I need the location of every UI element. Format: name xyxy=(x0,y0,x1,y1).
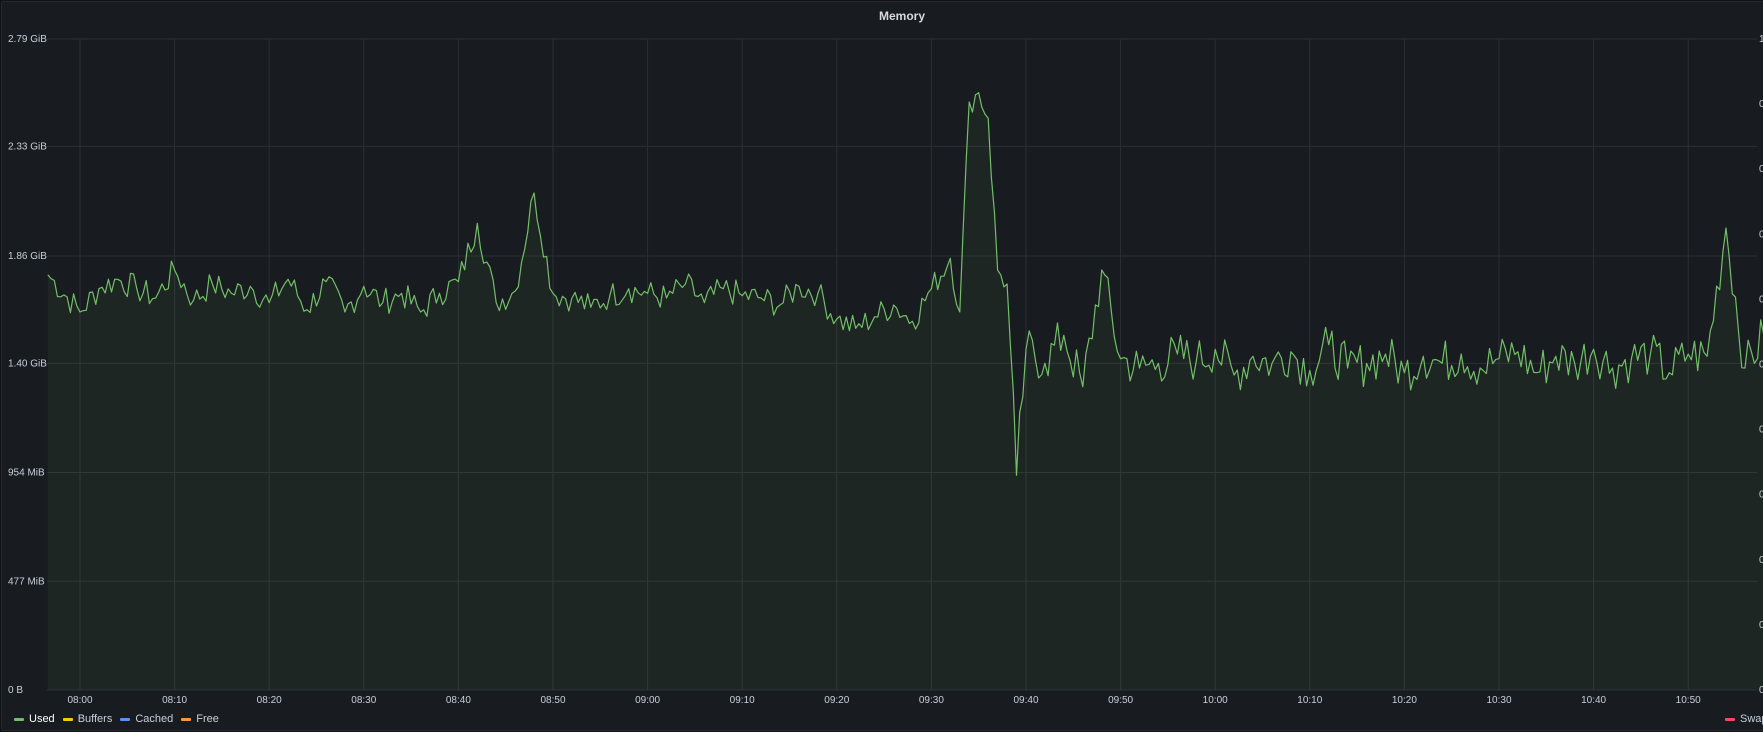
x-tick-label: 10:50 xyxy=(1676,695,1701,706)
legend-swatch-buffers xyxy=(62,717,73,721)
right-tick-label: 0 xyxy=(1759,99,1763,110)
x-tick-label: 08:30 xyxy=(351,695,376,706)
legend-item-swap[interactable]: Swap xyxy=(1725,713,1763,725)
legend-label-cached: Cached xyxy=(135,713,174,725)
right-tick-label: 1 xyxy=(1759,34,1763,45)
y-axis-labels: 0 B 477 MiB 954 MiB 1.40 GiB 1.86 GiB 2.33 Gi… xyxy=(8,34,47,696)
x-tick-label: 09:50 xyxy=(1108,695,1133,706)
legend: Used Buffers Cached Free xyxy=(14,713,219,725)
legend-item-cached[interactable]: Cached xyxy=(120,713,173,725)
x-tick-label: 09:20 xyxy=(824,695,849,706)
y-tick-label: 477 MiB xyxy=(8,576,45,587)
legend-item-buffers[interactable]: Buffers xyxy=(62,713,113,725)
right-tick-label: 0 xyxy=(1759,294,1763,305)
grid-layer xyxy=(47,38,1757,691)
y-tick-label: 954 MiB xyxy=(8,468,45,479)
right-tick-label: 0 xyxy=(1759,164,1763,175)
y-tick-label: 1.40 GiB xyxy=(8,358,47,369)
right-tick-label: 0 xyxy=(1759,425,1763,436)
legend-label-free: Free xyxy=(196,713,219,725)
x-tick-label: 09:40 xyxy=(1013,695,1038,706)
legend-swatch-free xyxy=(181,717,192,721)
x-tick-label: 08:20 xyxy=(257,695,282,706)
x-tick-label: 10:10 xyxy=(1297,695,1322,706)
right-tick-label: 0 xyxy=(1759,620,1763,631)
panel-title[interactable]: Memory xyxy=(878,9,925,23)
right-axis-labels: 1 0 0 0 0 0 0 0 0 0 0 xyxy=(1759,34,1763,696)
right-tick-label: 0 xyxy=(1759,685,1763,696)
x-tick-label: 08:40 xyxy=(446,695,471,706)
legend-swatch-cached xyxy=(120,717,131,721)
right-tick-label: 0 xyxy=(1759,555,1763,566)
x-tick-label: 08:10 xyxy=(162,695,187,706)
legend-item-used[interactable]: Used xyxy=(14,713,55,725)
x-tick-label: 09:30 xyxy=(919,695,944,706)
y-tick-label: 0 B xyxy=(8,685,23,696)
legend-item-free[interactable]: Free xyxy=(181,713,219,725)
series-area-0 xyxy=(47,92,1763,690)
series-layer[interactable] xyxy=(47,92,1763,690)
y-tick-label: 2.33 GiB xyxy=(8,141,47,152)
x-tick-label: 10:20 xyxy=(1392,695,1417,706)
y-tick-label: 1.86 GiB xyxy=(8,251,47,262)
y-tick-label: 2.79 GiB xyxy=(8,34,47,45)
right-tick-label: 0 xyxy=(1759,490,1763,501)
x-axis-labels: 08:00 08:10 08:20 08:30 08:40 08:50 09:00 09:10… xyxy=(67,695,1701,706)
legend-swatch-swap xyxy=(1725,717,1735,721)
x-tick-label: 09:00 xyxy=(635,695,660,706)
x-tick-label: 08:00 xyxy=(67,695,92,706)
series-line-0[interactable] xyxy=(47,92,1763,476)
x-tick-label: 10:00 xyxy=(1203,695,1228,706)
x-tick-label: 10:30 xyxy=(1486,695,1511,706)
legend-label-used: Used xyxy=(29,713,55,725)
right-tick-label: 0 xyxy=(1759,229,1763,240)
right-tick-label: 0 xyxy=(1759,360,1763,371)
x-tick-label: 09:10 xyxy=(730,695,755,706)
x-tick-label: 10:40 xyxy=(1581,695,1606,706)
legend-swatch-used xyxy=(14,717,24,721)
legend-label-buffers: Buffers xyxy=(77,713,113,725)
legend-label-swap: Swap xyxy=(1740,713,1763,725)
x-tick-label: 08:50 xyxy=(540,695,565,706)
